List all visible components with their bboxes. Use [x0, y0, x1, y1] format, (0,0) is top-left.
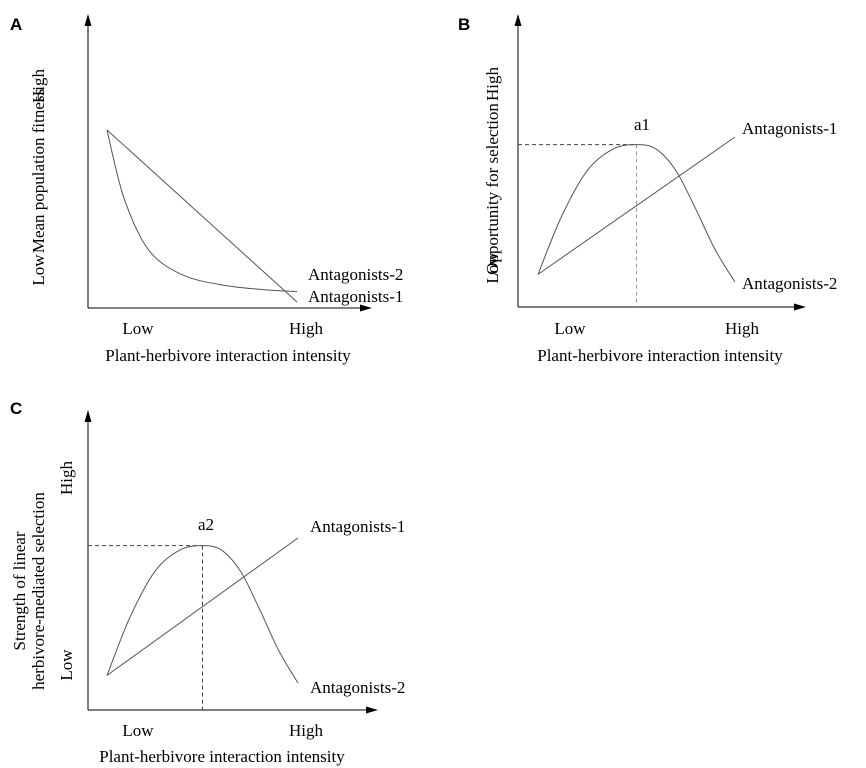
panel-c-line-antagonists-1: [106, 537, 299, 676]
panel-a-legend-antagonists-2: Antagonists-2: [308, 265, 403, 284]
panel-c-y-tick-high: High: [57, 461, 76, 496]
panel-c-legend-antagonists-2: Antagonists-2: [310, 678, 405, 697]
panel-c-y-axis-arrow: [84, 410, 92, 422]
panel-a-letter: A: [10, 15, 22, 34]
panel-a-x-axis-label: Plant-herbivore interaction intensity: [105, 346, 351, 365]
panel-b-x-tick-high: High: [725, 319, 760, 338]
panel-b-legend-antagonists-2: Antagonists-2: [742, 274, 837, 293]
panel-b-y-axis-label: Opportunity for selection: [483, 103, 502, 275]
panel-a-y-tick-high: High: [29, 69, 48, 104]
panel-b-line-antagonists-1: [537, 136, 736, 275]
panel-a: A Low High Plant-herbivore interaction i…: [10, 14, 403, 365]
panel-a-plot-area: [106, 129, 298, 303]
panel-c-x-axis-arrow: [366, 706, 378, 714]
panel-c-line-antagonists-2: [106, 545, 299, 684]
panel-b-y-axis-arrow: [514, 14, 522, 26]
panel-a-line-antagonists-2: [106, 129, 298, 293]
panel-c-x-tick-low: Low: [122, 721, 154, 740]
panel-b-x-tick-low: Low: [554, 319, 586, 338]
panel-a-legend-antagonists-1: Antagonists-1: [308, 287, 403, 306]
panel-a-y-tick-low: Low: [29, 254, 48, 286]
panel-c-y-axis-label-line-1: Strength of linear: [10, 531, 29, 650]
panel-b-x-axis-label: Plant-herbivore interaction intensity: [537, 346, 783, 365]
panel-c-plot-area: [88, 537, 299, 710]
panel-b-annotation-a1: a1: [634, 115, 650, 134]
panel-c: C Low High Plant-herbivore interaction i…: [10, 399, 405, 766]
panel-a-y-axis-label: Mean population fitness: [29, 89, 48, 253]
panel-b: B Low High Plant-herbivore interaction i…: [458, 14, 837, 365]
panel-c-x-axis-label: Plant-herbivore interaction intensity: [99, 747, 345, 766]
panel-a-x-axis-arrow: [360, 304, 372, 312]
panel-a-line-antagonists-1: [106, 129, 298, 303]
panel-b-y-tick-low: Low: [483, 252, 502, 284]
panel-c-y-tick-low: Low: [57, 649, 76, 681]
panel-a-y-axis-arrow: [84, 14, 92, 26]
panel-b-legend-antagonists-1: Antagonists-1: [742, 119, 837, 138]
panel-b-plot-area: [518, 136, 736, 307]
panel-c-annotation-a2: a2: [198, 515, 214, 534]
panel-a-x-tick-low: Low: [122, 319, 154, 338]
panel-c-legend-antagonists-1: Antagonists-1: [310, 517, 405, 536]
panel-c-letter: C: [10, 399, 22, 418]
panel-b-line-antagonists-2: [537, 144, 736, 283]
panel-b-letter: B: [458, 15, 470, 34]
panel-b-y-tick-high: High: [483, 67, 502, 102]
panel-c-x-tick-high: High: [289, 721, 324, 740]
panel-c-y-axis-label-line-2: herbivore-mediated selection: [29, 492, 48, 690]
panel-b-x-axis-arrow: [794, 303, 806, 311]
panel-a-x-tick-high: High: [289, 319, 324, 338]
